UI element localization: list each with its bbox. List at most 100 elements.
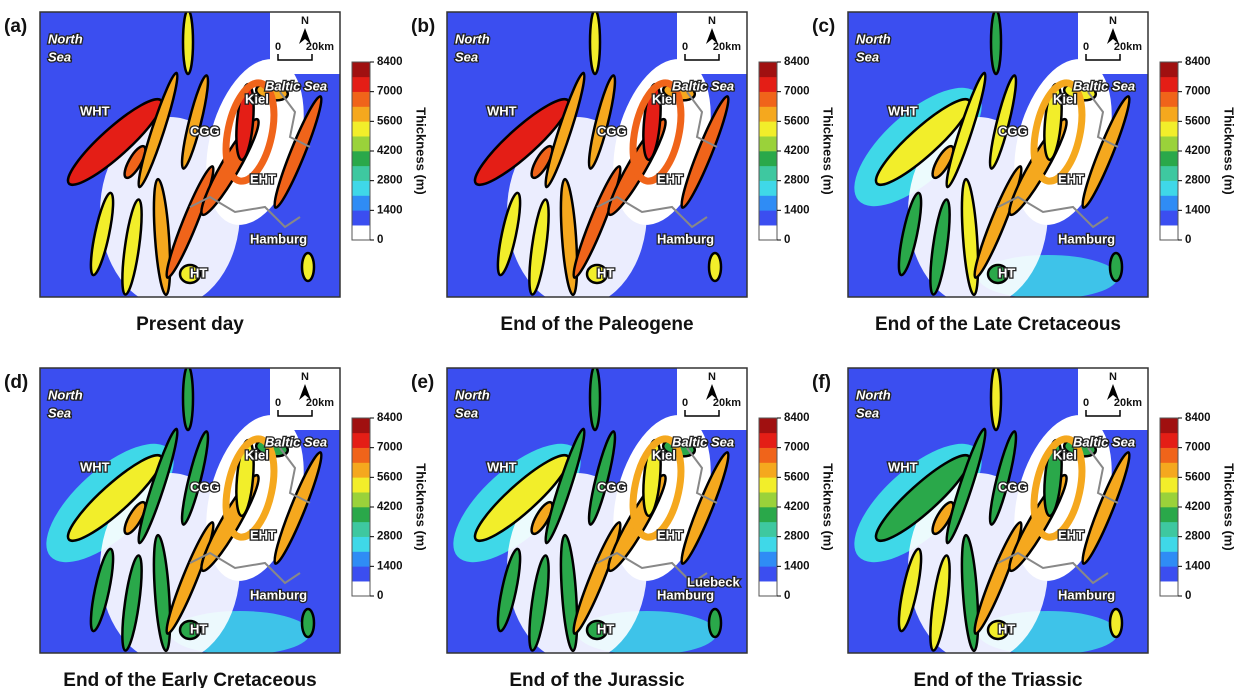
colorbar-band xyxy=(1160,432,1178,448)
colorbar-band xyxy=(759,418,777,434)
colorbar-band xyxy=(759,507,777,523)
scale-distance: 20km xyxy=(306,397,334,409)
place-label: North xyxy=(48,31,83,46)
scale-zero: 0 xyxy=(1083,397,1089,409)
place-label: Hamburg xyxy=(250,231,307,246)
colorbar-band xyxy=(352,432,370,448)
place-label: Hamburg xyxy=(250,587,307,602)
panel-caption: Present day xyxy=(136,314,244,335)
salt-structure xyxy=(588,12,602,76)
place-label: HT xyxy=(998,265,1015,280)
colorbar-band xyxy=(352,581,370,597)
colorbar-band xyxy=(1160,180,1178,196)
scale-box xyxy=(677,368,747,430)
place-label: WHT xyxy=(80,103,110,118)
north-arrow xyxy=(1107,28,1119,44)
colorbar-band xyxy=(1160,62,1178,78)
place-label: Baltic Sea xyxy=(265,434,327,449)
colorbar-tick-label: 2800 xyxy=(784,175,810,187)
place-label: Baltic Sea xyxy=(1073,78,1135,93)
scale-zero: 0 xyxy=(682,397,688,409)
place-label: WHT xyxy=(487,459,517,474)
salt-structure xyxy=(707,251,723,283)
salt-structure xyxy=(572,165,622,279)
colorbar-tick-label: 2800 xyxy=(377,175,403,187)
place-label: North xyxy=(455,31,490,46)
colorbar-band xyxy=(1160,447,1178,463)
salt-structure xyxy=(530,144,554,180)
colorbar-tick-label: 5600 xyxy=(1185,115,1211,127)
panel-label: (c) xyxy=(812,16,835,37)
colorbar-tick-label: 5600 xyxy=(377,471,403,483)
colorbar-band xyxy=(1160,151,1178,167)
salt-structure xyxy=(123,144,147,180)
colorbar-tick-label: 1400 xyxy=(1185,204,1211,216)
colorbar-tick-label: 4200 xyxy=(377,145,403,157)
colorbar-tick-label: 7000 xyxy=(1185,86,1211,98)
place-label: HT xyxy=(190,265,207,280)
colorbar-tick-label: 0 xyxy=(377,590,383,602)
colorbar-band xyxy=(1160,195,1178,211)
colorbar-tick-label: 7000 xyxy=(784,86,810,98)
salt-structure xyxy=(986,619,1010,641)
colorbar-band xyxy=(759,477,777,493)
place-label: CGG xyxy=(597,123,627,138)
colorbar-band xyxy=(759,225,777,241)
colorbar-tick-label: 2800 xyxy=(784,531,810,543)
salt-structure xyxy=(137,71,179,189)
colorbar-band xyxy=(1160,210,1178,226)
salt-structure xyxy=(559,533,579,653)
colorbar-band xyxy=(1160,106,1178,122)
salt-structure xyxy=(587,74,617,170)
colorbar-band xyxy=(352,492,370,508)
colorbar-tick-label: 0 xyxy=(784,590,790,602)
salt-structure xyxy=(544,71,586,189)
place-label: Kiel xyxy=(1053,91,1077,106)
place-label: Baltic Sea xyxy=(265,78,327,93)
coastline xyxy=(596,447,718,585)
scale-box xyxy=(677,12,747,74)
colorbar-band xyxy=(759,62,777,78)
scale-box xyxy=(1078,12,1148,74)
colorbar-band xyxy=(352,507,370,523)
colorbar-band xyxy=(352,106,370,122)
colorbar-tick-label: 1400 xyxy=(784,204,810,216)
colorbar-band xyxy=(759,551,777,567)
colorbar-band xyxy=(352,180,370,196)
place-label: WHT xyxy=(80,459,110,474)
salt-structure xyxy=(1081,451,1131,565)
place-label: CGG xyxy=(998,479,1028,494)
colorbar-band xyxy=(759,432,777,448)
place-label: Hamburg xyxy=(1058,587,1115,602)
north-label: N xyxy=(708,371,716,383)
salt-structure xyxy=(945,427,987,545)
colorbar-tick-label: 2800 xyxy=(1185,175,1211,187)
panel-caption: End of the Paleogene xyxy=(500,314,693,335)
north-label: N xyxy=(301,15,309,27)
scale-distance: 20km xyxy=(713,41,741,53)
colorbar-band xyxy=(759,447,777,463)
colorbar-title: Thickness (m) xyxy=(1222,107,1234,194)
place-label: EHT xyxy=(657,527,683,542)
place-label: Kiel xyxy=(245,447,269,462)
salt-structure xyxy=(496,191,522,277)
north-label: N xyxy=(1109,15,1117,27)
colorbar-band xyxy=(759,210,777,226)
salt-structure xyxy=(1081,95,1131,209)
coastline xyxy=(596,91,718,229)
place-label: Sea xyxy=(455,49,478,64)
colorbar-tick-label: 0 xyxy=(784,234,790,246)
colorbar-band xyxy=(759,581,777,597)
map-frame xyxy=(446,11,748,298)
colorbar-tick-label: 1400 xyxy=(1185,560,1211,572)
place-label: EHT xyxy=(1058,171,1084,186)
colorbar-band xyxy=(352,91,370,107)
salt-structure xyxy=(585,619,609,641)
map-frame xyxy=(39,11,341,298)
salt-structure xyxy=(180,74,210,170)
place-label: Hamburg xyxy=(1058,231,1115,246)
colorbar-band xyxy=(352,536,370,552)
map-frame xyxy=(847,11,1149,298)
